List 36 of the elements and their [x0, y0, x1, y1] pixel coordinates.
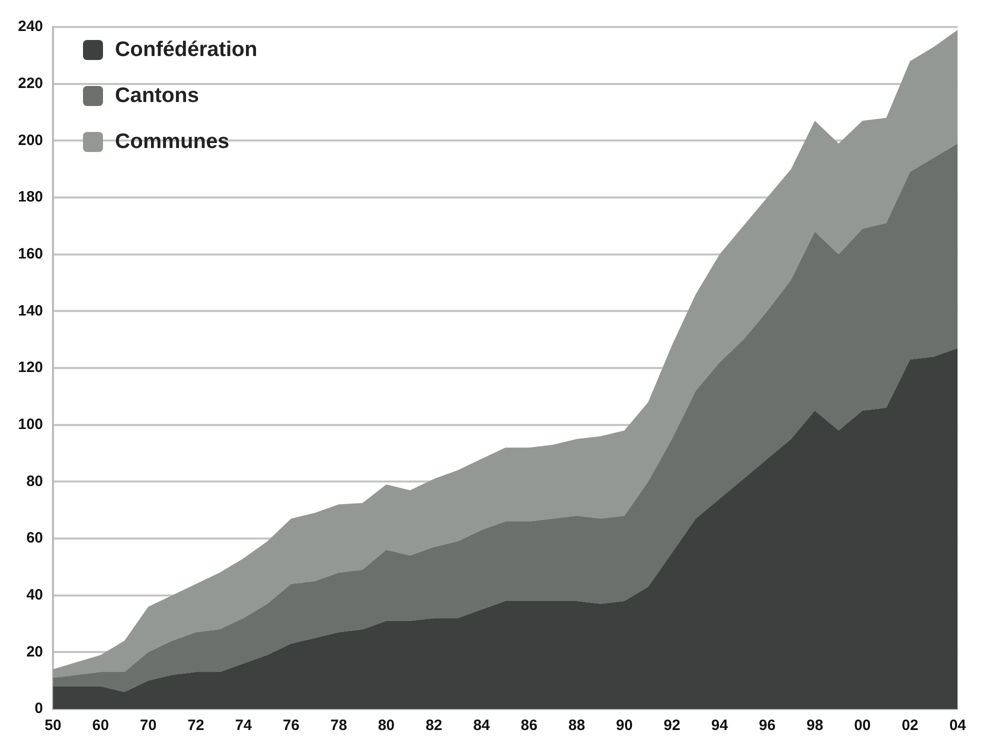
- x-tick-label: 50: [44, 717, 62, 734]
- legend-label: Communes: [115, 130, 230, 154]
- x-tick-label: 86: [520, 717, 538, 734]
- y-tick-label: 200: [18, 132, 44, 149]
- y-tick-label: 40: [26, 586, 44, 604]
- x-tick-label: 70: [140, 717, 157, 734]
- x-tick-label: 84: [473, 717, 491, 734]
- x-tick-label: 72: [188, 717, 204, 734]
- y-tick-label: 100: [18, 416, 44, 433]
- y-tick-label: 140: [18, 302, 44, 320]
- x-tick-label: 94: [711, 717, 729, 734]
- x-tick-label: 04: [949, 717, 967, 734]
- legend-label: Confédération: [115, 38, 258, 62]
- x-tick-label: 78: [330, 717, 348, 734]
- y-tick-label: 20: [26, 643, 44, 660]
- y-tick-label: 60: [26, 530, 44, 547]
- x-tick-label: 76: [282, 717, 300, 734]
- x-tick-label: 82: [426, 717, 442, 734]
- x-tick-label: 90: [616, 717, 633, 734]
- y-tick-label: 80: [26, 472, 44, 490]
- y-tick-label: 220: [18, 74, 44, 92]
- legend-label: Cantons: [115, 84, 199, 108]
- x-tick-label: 00: [854, 717, 871, 734]
- y-tick-label: 180: [18, 188, 44, 206]
- x-tick-label: 92: [664, 717, 680, 734]
- y-tick-label: 0: [34, 700, 44, 718]
- x-tick-label: 74: [235, 717, 252, 734]
- y-tick-label: 240: [18, 18, 44, 36]
- x-tick-label: 02: [902, 717, 918, 734]
- y-tick-label: 160: [18, 245, 44, 262]
- x-tick-label: 80: [378, 717, 395, 734]
- x-tick-label: 60: [92, 717, 109, 734]
- x-tick-label: 98: [806, 717, 824, 734]
- y-tick-label: 120: [18, 359, 44, 376]
- x-tick-label: 96: [758, 717, 776, 734]
- x-tick-label: 88: [568, 717, 586, 734]
